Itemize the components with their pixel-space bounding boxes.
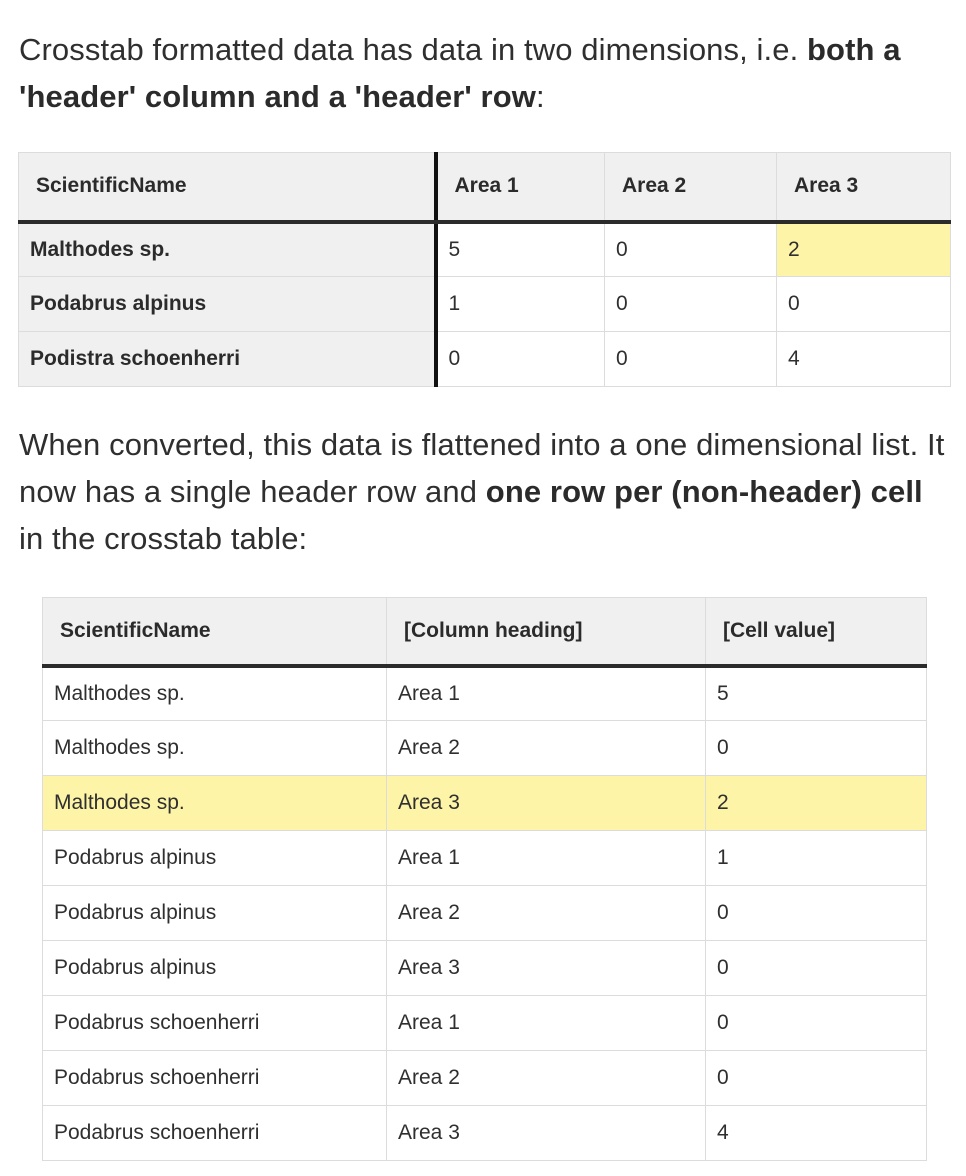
- crosstab-cell: 5: [435, 221, 605, 277]
- flattened-cell: Podabrus schoenherri: [42, 995, 387, 1051]
- flattened-row: Malthodes sp. Area 1 5: [42, 665, 927, 721]
- crosstab-row: Malthodes sp. 5 0 2: [18, 221, 951, 277]
- intro-paragraph: Crosstab formatted data has data in two …: [19, 26, 949, 120]
- crosstab-cell-highlighted: 2: [776, 221, 951, 277]
- explanation-bold-text: one row per (non-header) cell: [485, 474, 923, 509]
- crosstab-row-header: Podistra schoenherri: [18, 331, 438, 387]
- flattened-row: Podabrus alpinus Area 2 0: [42, 885, 927, 941]
- flattened-cell: Area 1: [386, 830, 706, 886]
- flattened-cell: 2: [705, 775, 927, 831]
- crosstab-cell: 0: [435, 331, 605, 387]
- flattened-cell: 0: [705, 885, 927, 941]
- flattened-row: Podabrus schoenherri Area 2 0: [42, 1050, 927, 1106]
- flattened-row: Podabrus alpinus Area 1 1: [42, 830, 927, 886]
- flattened-row: Malthodes sp. Area 2 0: [42, 720, 927, 776]
- flattened-cell: 1: [705, 830, 927, 886]
- explanation-paragraph: When converted, this data is flattened i…: [19, 421, 954, 562]
- crosstab-cell: 0: [604, 221, 777, 277]
- flattened-cell: Area 2: [386, 1050, 706, 1106]
- intro-text-end: :: [535, 79, 545, 114]
- crosstab-row-header: Malthodes sp.: [18, 221, 438, 277]
- intro-text: Crosstab formatted data has data in two …: [19, 32, 807, 67]
- crosstab-header-row: ScientificName Area 1 Area 2 Area 3: [18, 152, 951, 224]
- flattened-cell: Area 3: [386, 1105, 706, 1161]
- flattened-cell: 4: [705, 1105, 927, 1161]
- explanation-text-end: in the crosstab table:: [19, 521, 308, 556]
- crosstab-table: ScientificName Area 1 Area 2 Area 3 Malt…: [18, 152, 951, 387]
- explanation-text: When converted, this data is flattened i…: [19, 427, 945, 509]
- crosstab-header-cell: Area 3: [776, 152, 951, 224]
- flattened-cell: Area 1: [386, 665, 706, 721]
- flattened-cell: Podabrus schoenherri: [42, 1050, 387, 1106]
- crosstab-cell: 0: [604, 331, 777, 387]
- flattened-cell: Podabrus alpinus: [42, 940, 387, 996]
- flattened-cell: Podabrus alpinus: [42, 830, 387, 886]
- crosstab-cell: 1: [435, 276, 605, 332]
- flattened-cell: Area 2: [386, 720, 706, 776]
- flattened-cell: 0: [705, 995, 927, 1051]
- flattened-row: Podabrus schoenherri Area 1 0: [42, 995, 927, 1051]
- flattened-cell: Area 3: [386, 940, 706, 996]
- crosstab-header-cell: ScientificName: [18, 152, 438, 224]
- flattened-cell: Podabrus alpinus: [42, 885, 387, 941]
- flattened-cell: Malthodes sp.: [42, 775, 387, 831]
- flattened-cell: Podabrus schoenherri: [42, 1105, 387, 1161]
- flattened-header-cell: ScientificName: [42, 597, 387, 668]
- flattened-row-highlighted: Malthodes sp. Area 3 2: [42, 775, 927, 831]
- flattened-cell: Area 1: [386, 995, 706, 1051]
- crosstab-header-cell: Area 1: [435, 152, 605, 224]
- crosstab-cell: 4: [776, 331, 951, 387]
- flattened-cell: 0: [705, 720, 927, 776]
- flattened-table: ScientificName [Column heading] [Cell va…: [42, 597, 927, 1161]
- intro-bold-text: both a 'header' column and a 'header' ro…: [19, 32, 901, 114]
- crosstab-cell: 0: [776, 276, 951, 332]
- crosstab-row: Podistra schoenherri 0 0 4: [18, 331, 951, 387]
- crosstab-cell: 0: [604, 276, 777, 332]
- flattened-cell: Area 2: [386, 885, 706, 941]
- flattened-header-cell: [Cell value]: [705, 597, 927, 668]
- flattened-cell: 0: [705, 940, 927, 996]
- flattened-row: Podabrus schoenherri Area 3 4: [42, 1105, 927, 1161]
- flattened-header-row: ScientificName [Column heading] [Cell va…: [42, 597, 927, 668]
- flattened-row: Podabrus alpinus Area 3 0: [42, 940, 927, 996]
- flattened-cell: Malthodes sp.: [42, 665, 387, 721]
- crosstab-row-header: Podabrus alpinus: [18, 276, 438, 332]
- flattened-cell: Area 3: [386, 775, 706, 831]
- flattened-cell: 5: [705, 665, 927, 721]
- flattened-cell: 0: [705, 1050, 927, 1106]
- crosstab-header-cell: Area 2: [604, 152, 777, 224]
- flattened-header-cell: [Column heading]: [386, 597, 706, 668]
- flattened-cell: Malthodes sp.: [42, 720, 387, 776]
- crosstab-row: Podabrus alpinus 1 0 0: [18, 276, 951, 332]
